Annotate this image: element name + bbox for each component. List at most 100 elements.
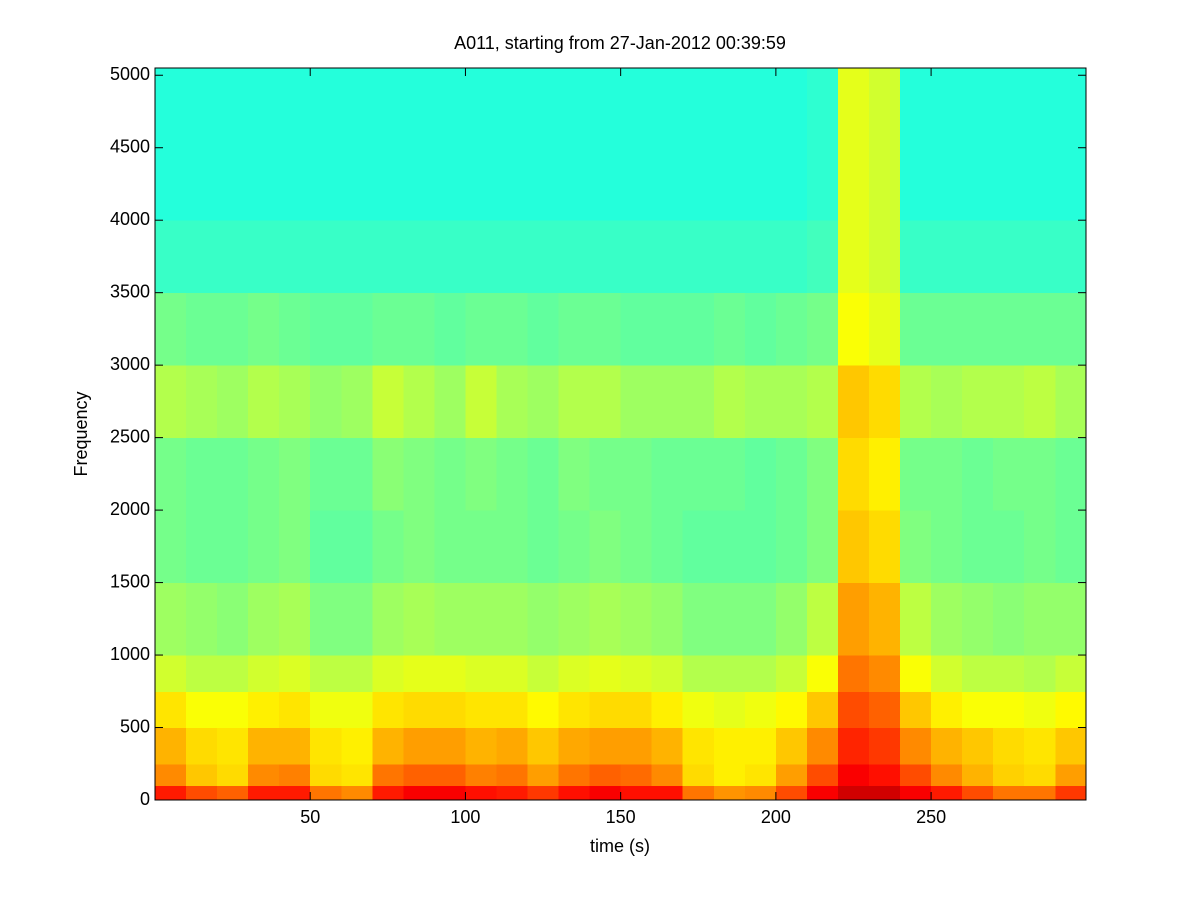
- cell: [341, 292, 373, 366]
- cell: [434, 292, 466, 366]
- cell: [372, 292, 404, 366]
- cell: [589, 655, 622, 692]
- cell: [496, 691, 529, 729]
- cell: [962, 437, 994, 511]
- cell: [651, 691, 684, 729]
- cell: [155, 510, 187, 584]
- cell: [248, 785, 280, 801]
- cell: [682, 785, 715, 801]
- cell: [962, 68, 994, 221]
- cell: [527, 785, 560, 801]
- cell: [465, 582, 497, 656]
- cell: [279, 510, 311, 584]
- cell: [962, 510, 994, 584]
- cell: [310, 655, 342, 692]
- cell: [806, 365, 839, 439]
- cell: [869, 763, 901, 787]
- cell: [558, 691, 591, 729]
- cell: [403, 785, 435, 801]
- cell: [1024, 220, 1056, 294]
- cell: [527, 437, 560, 511]
- cell: [248, 68, 280, 221]
- cell: [186, 582, 218, 656]
- cell: [527, 582, 560, 656]
- cell: [900, 727, 932, 765]
- cell: [403, 510, 435, 584]
- cell: [279, 763, 311, 787]
- cell: [806, 785, 839, 801]
- cell: [186, 727, 218, 765]
- cell: [465, 655, 497, 692]
- y-tick-label: 1000: [110, 644, 150, 664]
- cell: [558, 437, 591, 511]
- cell: [682, 763, 715, 787]
- cell: [217, 437, 249, 511]
- cell: [465, 68, 497, 221]
- cell: [775, 727, 808, 765]
- cell: [806, 763, 839, 787]
- cell: [558, 655, 591, 692]
- cell: [962, 292, 994, 366]
- cell: [155, 68, 187, 221]
- cell: [465, 763, 497, 787]
- cell: [1024, 365, 1056, 439]
- cell: [248, 727, 280, 765]
- cell: [993, 785, 1025, 801]
- cell: [620, 220, 653, 294]
- x-tick-label: 250: [916, 807, 946, 827]
- y-tick-label: 2500: [110, 426, 150, 446]
- cell: [155, 220, 187, 294]
- cell: [589, 292, 622, 366]
- cell: [993, 220, 1025, 294]
- cell: [248, 437, 280, 511]
- cell: [837, 220, 870, 294]
- cell: [682, 691, 715, 729]
- y-tick-label: 500: [120, 716, 150, 736]
- cell: [279, 68, 311, 221]
- cell: [806, 691, 839, 729]
- cell: [744, 785, 777, 801]
- cell: [837, 365, 870, 439]
- cell: [775, 691, 808, 729]
- cell: [310, 582, 342, 656]
- cell: [869, 68, 901, 221]
- cell: [744, 68, 777, 221]
- cell: [434, 785, 466, 801]
- cell: [279, 220, 311, 294]
- cell: [931, 655, 963, 692]
- cell: [620, 68, 653, 221]
- cell: [744, 437, 777, 511]
- cell: [527, 220, 560, 294]
- cell: [341, 785, 373, 801]
- cell: [900, 292, 932, 366]
- cell: [403, 365, 435, 439]
- cell: [744, 365, 777, 439]
- cell: [837, 582, 870, 656]
- cell: [869, 437, 901, 511]
- cell: [372, 785, 404, 801]
- cell: [527, 292, 560, 366]
- cell: [434, 220, 466, 294]
- cell: [620, 691, 653, 729]
- cell: [589, 763, 622, 787]
- cell: [620, 763, 653, 787]
- cell: [931, 220, 963, 294]
- cell: [217, 691, 249, 729]
- cell: [527, 763, 560, 787]
- cell: [434, 763, 466, 787]
- cell: [341, 220, 373, 294]
- cell: [993, 582, 1025, 656]
- cell: [620, 437, 653, 511]
- cell: [589, 691, 622, 729]
- cell: [775, 292, 808, 366]
- cell: [496, 655, 529, 692]
- cell: [900, 582, 932, 656]
- cell: [1055, 727, 1087, 765]
- y-tick-label: 1500: [110, 571, 150, 591]
- cell: [869, 727, 901, 765]
- cell: [217, 510, 249, 584]
- cell: [651, 365, 684, 439]
- cell: [837, 763, 870, 787]
- cell: [620, 785, 653, 801]
